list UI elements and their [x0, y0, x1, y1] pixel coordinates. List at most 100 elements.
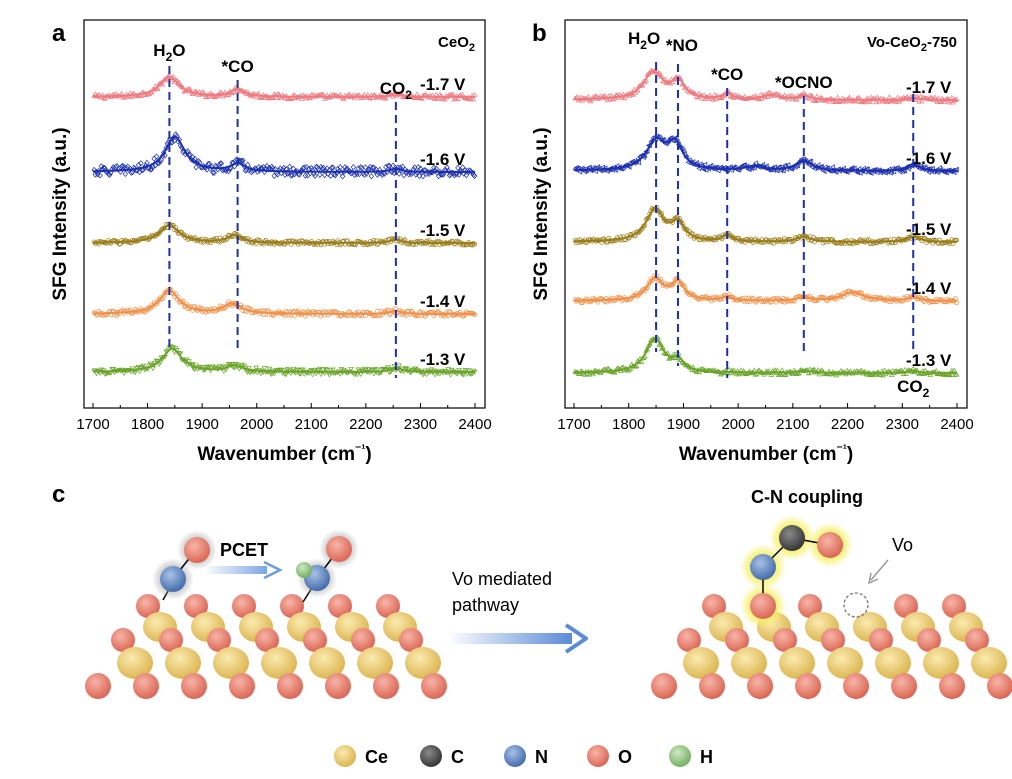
- lattice-left: [85, 594, 447, 699]
- data-point: [402, 94, 408, 100]
- data-point: [128, 94, 135, 99]
- data-point: [855, 169, 861, 176]
- x-axis-label: Wavenumber (cm⁻¹): [197, 442, 371, 465]
- data-point: [827, 371, 834, 377]
- data-point: [821, 168, 827, 175]
- data-point: [369, 368, 376, 373]
- data-point: [372, 168, 378, 175]
- x-tick-label: 1900: [185, 416, 218, 433]
- data-point: [98, 163, 104, 170]
- coupling-label: C-N coupling: [751, 487, 863, 507]
- carbon-atom: [779, 525, 805, 551]
- data-point: [261, 366, 268, 371]
- x-tick-label: 2000: [240, 416, 273, 433]
- data-point: [832, 99, 838, 104]
- data-point: [445, 167, 451, 174]
- lattice-oxygen: [351, 628, 375, 652]
- data-point: [121, 371, 127, 377]
- data-point: [351, 171, 358, 178]
- peak-annotation: H2O: [628, 29, 660, 52]
- lattice-oxygen: [942, 594, 966, 618]
- data-point: [147, 166, 154, 173]
- data-point: [337, 163, 343, 171]
- data-point: [298, 96, 305, 101]
- lattice-oxygen: [159, 628, 183, 652]
- legend-swatch-c: [420, 745, 442, 767]
- lattice-oxygen: [303, 628, 327, 652]
- data-point: [211, 94, 217, 99]
- voltage-label: -1.3 V: [420, 350, 466, 369]
- data-point: [610, 369, 617, 375]
- data-point: [368, 173, 375, 180]
- data-point: [626, 366, 633, 372]
- lattice-oxygen: [255, 628, 279, 652]
- data-point: [326, 372, 333, 378]
- data-point: [752, 160, 758, 166]
- x-tick-label: 2300: [404, 416, 437, 433]
- panel-label-c: c: [52, 481, 65, 508]
- fit-line: [573, 69, 957, 101]
- data-point: [283, 372, 290, 378]
- data-point: [402, 166, 408, 173]
- data-point: [657, 209, 662, 215]
- x-tick-label: 1700: [557, 416, 590, 433]
- data-point: [912, 97, 919, 102]
- lattice-oxygen: [677, 628, 701, 652]
- data-point: [423, 372, 430, 378]
- panel-label-a: a: [52, 20, 66, 47]
- data-point: [470, 96, 477, 102]
- data-point: [779, 367, 785, 372]
- data-point: [350, 164, 357, 171]
- voltage-label: -1.7 V: [906, 78, 952, 97]
- lattice-oxygen: [207, 628, 231, 652]
- data-point: [357, 372, 364, 377]
- data-point: [696, 165, 702, 172]
- data-point: [432, 167, 438, 174]
- series--1.7V: [572, 67, 960, 105]
- data-point: [431, 368, 437, 374]
- data-point: [329, 164, 335, 171]
- data-point: [413, 171, 419, 178]
- data-point: [301, 164, 307, 171]
- data-point: [312, 367, 318, 373]
- data-point: [217, 160, 223, 167]
- data-point: [927, 372, 934, 377]
- lattice-oxygen: [328, 594, 352, 618]
- x-tick-label: 2200: [831, 416, 864, 433]
- data-point: [416, 172, 423, 180]
- peak-annotation: *NO: [666, 36, 698, 55]
- data-point: [218, 160, 225, 167]
- lattice-cerium: [683, 647, 719, 679]
- data-point: [472, 172, 478, 180]
- fit-line: [573, 276, 957, 302]
- data-point: [231, 365, 238, 371]
- data-point: [873, 99, 879, 105]
- y-axis-label: SFG Intensity (a.u.): [531, 127, 552, 300]
- x-tick-label: 1800: [612, 416, 645, 433]
- data-point: [847, 98, 854, 103]
- peak-annotation: *OCNO: [775, 73, 833, 92]
- x-tick-label: 2300: [886, 416, 919, 433]
- data-point: [938, 99, 944, 104]
- data-point: [886, 94, 893, 100]
- data-point: [587, 98, 594, 104]
- data-point: [311, 170, 317, 177]
- data-point: [330, 164, 336, 171]
- data-point: [307, 95, 314, 101]
- data-point: [852, 98, 859, 104]
- data-point: [345, 168, 352, 175]
- fit-line: [574, 136, 957, 172]
- lattice-oxygen: [111, 628, 135, 652]
- lattice-cerium: [779, 647, 815, 679]
- lattice-oxygen: [795, 673, 821, 699]
- data-point: [369, 164, 376, 171]
- fit-line: [93, 224, 475, 244]
- legend-swatch-n: [504, 745, 526, 767]
- data-point: [150, 366, 156, 372]
- data-point: [354, 170, 360, 178]
- data-point: [102, 372, 108, 377]
- data-point: [816, 371, 823, 377]
- data-point: [438, 171, 444, 178]
- lattice-right: [651, 594, 1012, 699]
- data-point: [693, 94, 700, 99]
